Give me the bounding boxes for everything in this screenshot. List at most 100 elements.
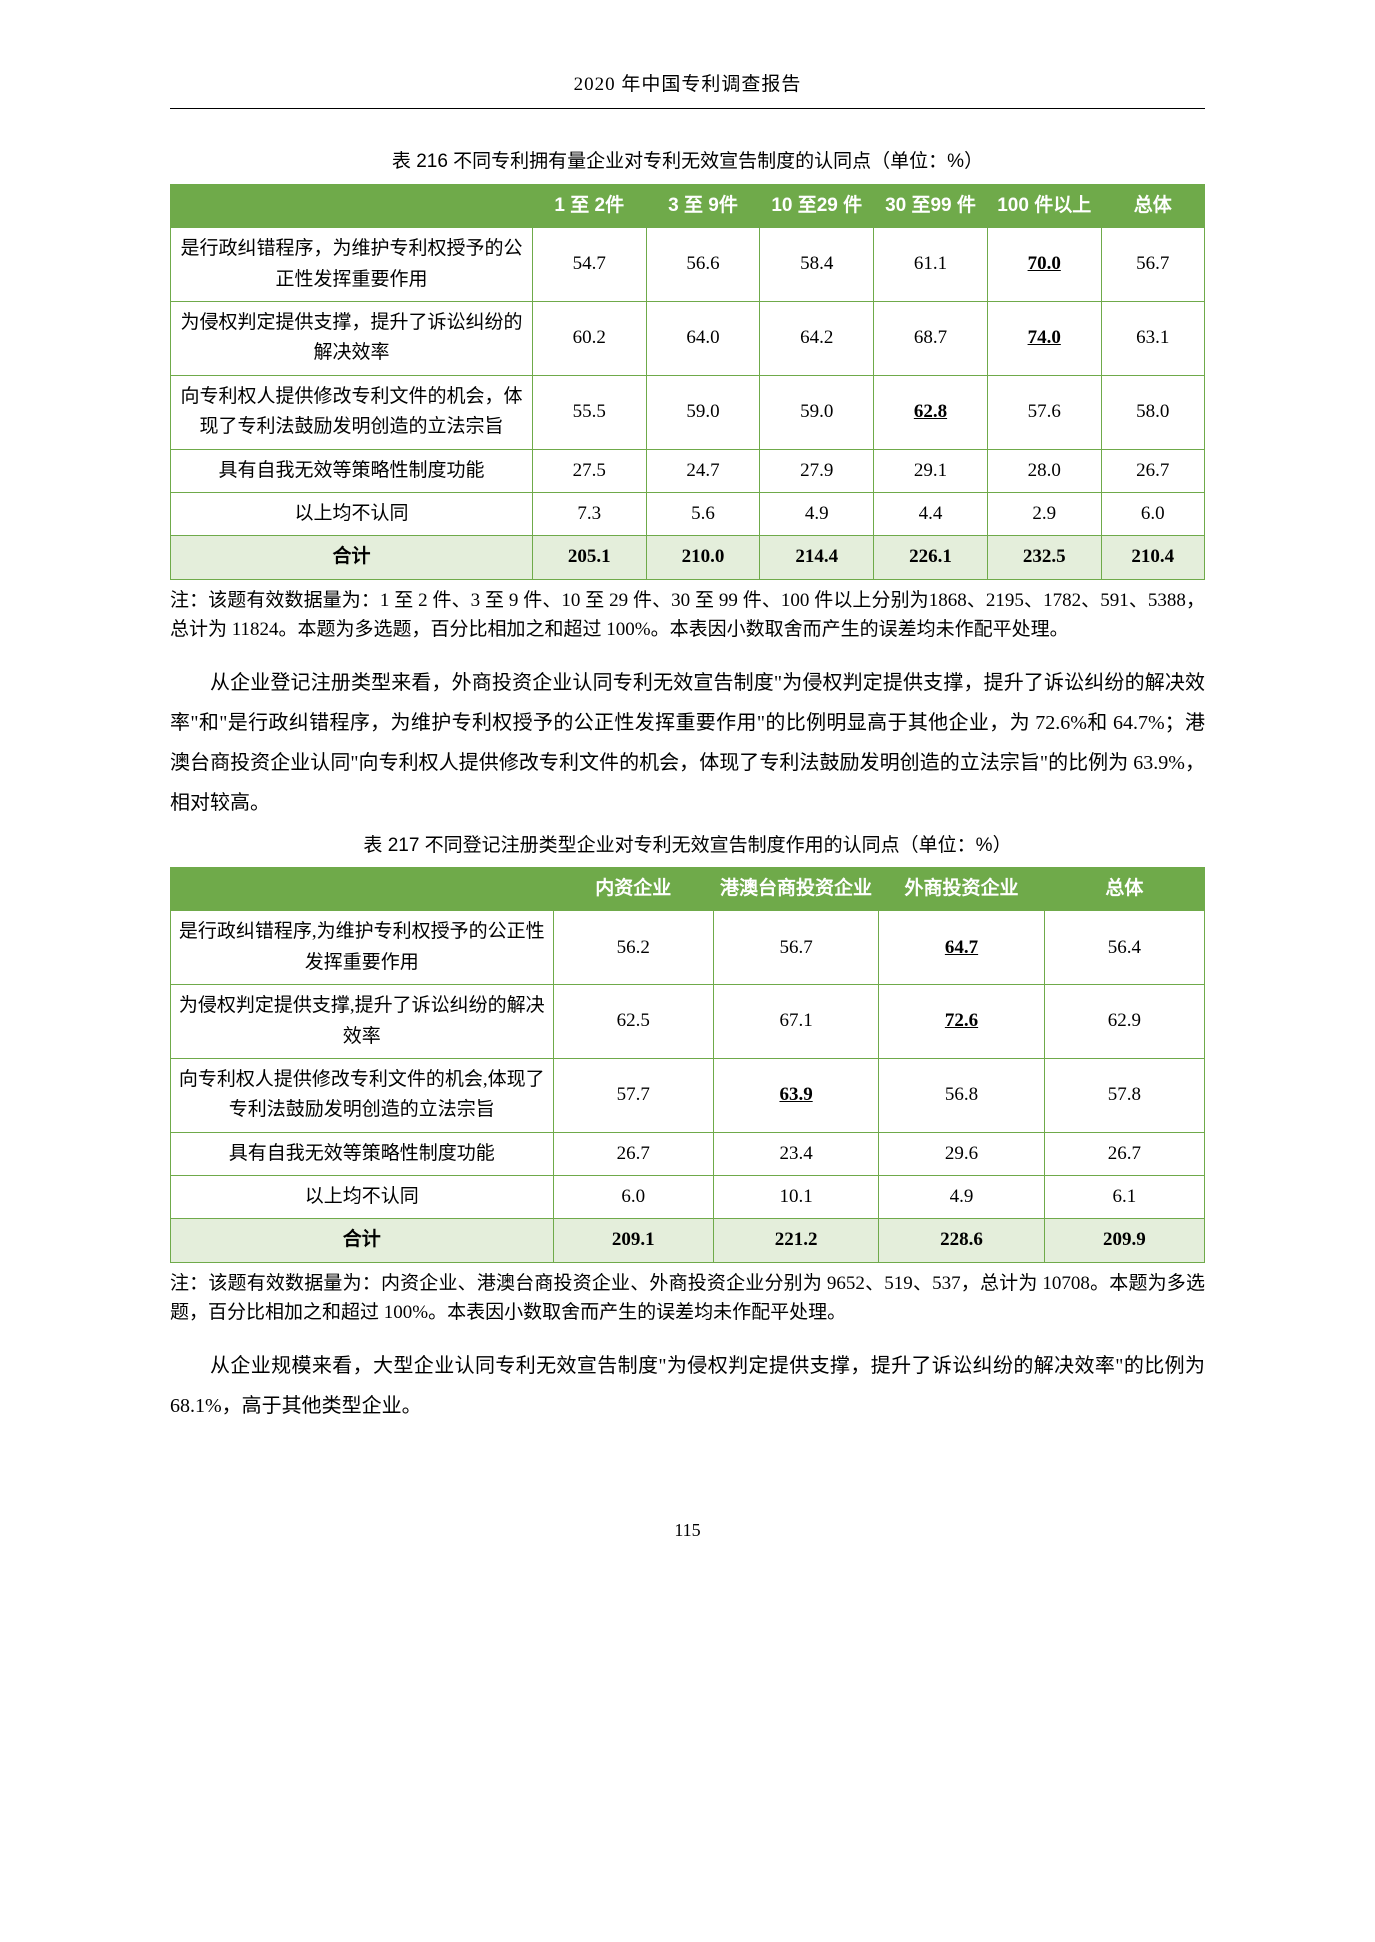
col-header: 30 至99 件 <box>874 184 988 227</box>
cell: 56.4 <box>1044 911 1204 985</box>
cell: 64.2 <box>760 301 874 375</box>
total-cell: 210.4 <box>1101 536 1204 579</box>
table-row: 为侵权判定提供支撑，提升了诉讼纠纷的解决效率60.264.064.268.774… <box>171 301 1205 375</box>
row-label: 具有自我无效等策略性制度功能 <box>171 449 533 492</box>
cell: 4.9 <box>760 492 874 535</box>
cell: 29.1 <box>874 449 988 492</box>
total-cell: 214.4 <box>760 536 874 579</box>
cell: 74.0 <box>987 301 1101 375</box>
table-row: 具有自我无效等策略性制度功能27.524.727.929.128.026.7 <box>171 449 1205 492</box>
total-row: 合计205.1210.0214.4226.1232.5210.4 <box>171 536 1205 579</box>
cell: 62.9 <box>1044 985 1204 1059</box>
cell: 56.6 <box>646 228 760 302</box>
col-header: 外商投资企业 <box>879 867 1044 910</box>
col-header <box>171 867 554 910</box>
cell: 63.1 <box>1101 301 1204 375</box>
total-cell: 205.1 <box>532 536 646 579</box>
cell: 27.5 <box>532 449 646 492</box>
cell: 24.7 <box>646 449 760 492</box>
cell: 58.0 <box>1101 375 1204 449</box>
table-row: 向专利权人提供修改专利文件的机会,体现了专利法鼓励发明创造的立法宗旨57.763… <box>171 1058 1205 1132</box>
total-row: 合计209.1221.2228.6209.9 <box>171 1219 1205 1262</box>
row-label: 是行政纠错程序，为维护专利权授予的公正性发挥重要作用 <box>171 228 533 302</box>
cell: 4.9 <box>879 1176 1044 1219</box>
cell: 56.8 <box>879 1058 1044 1132</box>
paragraph-2: 从企业规模来看，大型企业认同专利无效宣告制度"为侵权判定提供支撑，提升了诉讼纠纷… <box>170 1346 1205 1426</box>
cell: 28.0 <box>987 449 1101 492</box>
total-cell: 209.1 <box>553 1219 713 1262</box>
cell: 58.4 <box>760 228 874 302</box>
table2: 内资企业港澳台商投资企业外商投资企业总体 是行政纠错程序,为维护专利权授予的公正… <box>170 867 1205 1263</box>
col-header: 港澳台商投资企业 <box>713 867 878 910</box>
cell: 56.2 <box>553 911 713 985</box>
col-header: 10 至29 件 <box>760 184 874 227</box>
col-header: 100 件以上 <box>987 184 1101 227</box>
row-label: 为侵权判定提供支撑，提升了诉讼纠纷的解决效率 <box>171 301 533 375</box>
cell: 67.1 <box>713 985 878 1059</box>
cell: 72.6 <box>879 985 1044 1059</box>
cell: 4.4 <box>874 492 988 535</box>
table1: 1 至 2件3 至 9件10 至29 件30 至99 件100 件以上总体 是行… <box>170 184 1205 580</box>
col-header <box>171 184 533 227</box>
cell: 7.3 <box>532 492 646 535</box>
cell: 64.0 <box>646 301 760 375</box>
col-header: 总体 <box>1044 867 1204 910</box>
cell: 64.7 <box>879 911 1044 985</box>
cell: 5.6 <box>646 492 760 535</box>
cell: 56.7 <box>1101 228 1204 302</box>
col-header: 3 至 9件 <box>646 184 760 227</box>
cell: 63.9 <box>713 1058 878 1132</box>
cell: 6.1 <box>1044 1176 1204 1219</box>
cell: 61.1 <box>874 228 988 302</box>
table-row: 以上均不认同6.010.14.96.1 <box>171 1176 1205 1219</box>
total-cell: 232.5 <box>987 536 1101 579</box>
row-label: 向专利权人提供修改专利文件的机会,体现了专利法鼓励发明创造的立法宗旨 <box>171 1058 554 1132</box>
total-label: 合计 <box>171 1219 554 1262</box>
cell: 54.7 <box>532 228 646 302</box>
table-row: 向专利权人提供修改专利文件的机会，体现了专利法鼓励发明创造的立法宗旨55.559… <box>171 375 1205 449</box>
col-header: 总体 <box>1101 184 1204 227</box>
cell: 59.0 <box>760 375 874 449</box>
total-cell: 228.6 <box>879 1219 1044 1262</box>
cell: 2.9 <box>987 492 1101 535</box>
total-cell: 210.0 <box>646 536 760 579</box>
cell: 10.1 <box>713 1176 878 1219</box>
page-header: 2020 年中国专利调查报告 <box>170 70 1205 109</box>
table-row: 具有自我无效等策略性制度功能26.723.429.626.7 <box>171 1132 1205 1175</box>
table1-note: 注：该题有效数据量为：1 至 2 件、3 至 9 件、10 至 29 件、30 … <box>170 586 1205 645</box>
table2-note: 注：该题有效数据量为：内资企业、港澳台商投资企业、外商投资企业分别为 9652、… <box>170 1269 1205 1328</box>
row-label: 具有自我无效等策略性制度功能 <box>171 1132 554 1175</box>
page-number: 115 <box>170 1516 1205 1545</box>
total-label: 合计 <box>171 536 533 579</box>
cell: 26.7 <box>1044 1132 1204 1175</box>
cell: 29.6 <box>879 1132 1044 1175</box>
cell: 57.7 <box>553 1058 713 1132</box>
col-header: 内资企业 <box>553 867 713 910</box>
cell: 6.0 <box>553 1176 713 1219</box>
cell: 68.7 <box>874 301 988 375</box>
cell: 6.0 <box>1101 492 1204 535</box>
table-row: 是行政纠错程序,为维护专利权授予的公正性发挥重要作用56.256.764.756… <box>171 911 1205 985</box>
total-cell: 226.1 <box>874 536 988 579</box>
cell: 70.0 <box>987 228 1101 302</box>
cell: 26.7 <box>1101 449 1204 492</box>
table-row: 是行政纠错程序，为维护专利权授予的公正性发挥重要作用54.756.658.461… <box>171 228 1205 302</box>
cell: 57.6 <box>987 375 1101 449</box>
table-row: 为侵权判定提供支撑,提升了诉讼纠纷的解决效率62.567.172.662.9 <box>171 985 1205 1059</box>
cell: 59.0 <box>646 375 760 449</box>
col-header: 1 至 2件 <box>532 184 646 227</box>
paragraph-1: 从企业登记注册类型来看，外商投资企业认同专利无效宣告制度"为侵权判定提供支撑，提… <box>170 663 1205 823</box>
table2-caption: 表 217 不同登记注册类型企业对专利无效宣告制度作用的认同点（单位：%） <box>170 831 1205 861</box>
cell: 60.2 <box>532 301 646 375</box>
cell: 62.5 <box>553 985 713 1059</box>
row-label: 以上均不认同 <box>171 492 533 535</box>
cell: 27.9 <box>760 449 874 492</box>
cell: 56.7 <box>713 911 878 985</box>
row-label: 以上均不认同 <box>171 1176 554 1219</box>
total-cell: 209.9 <box>1044 1219 1204 1262</box>
cell: 57.8 <box>1044 1058 1204 1132</box>
cell: 26.7 <box>553 1132 713 1175</box>
cell: 62.8 <box>874 375 988 449</box>
table1-caption: 表 216 不同专利拥有量企业对专利无效宣告制度的认同点（单位：%） <box>170 147 1205 177</box>
total-cell: 221.2 <box>713 1219 878 1262</box>
